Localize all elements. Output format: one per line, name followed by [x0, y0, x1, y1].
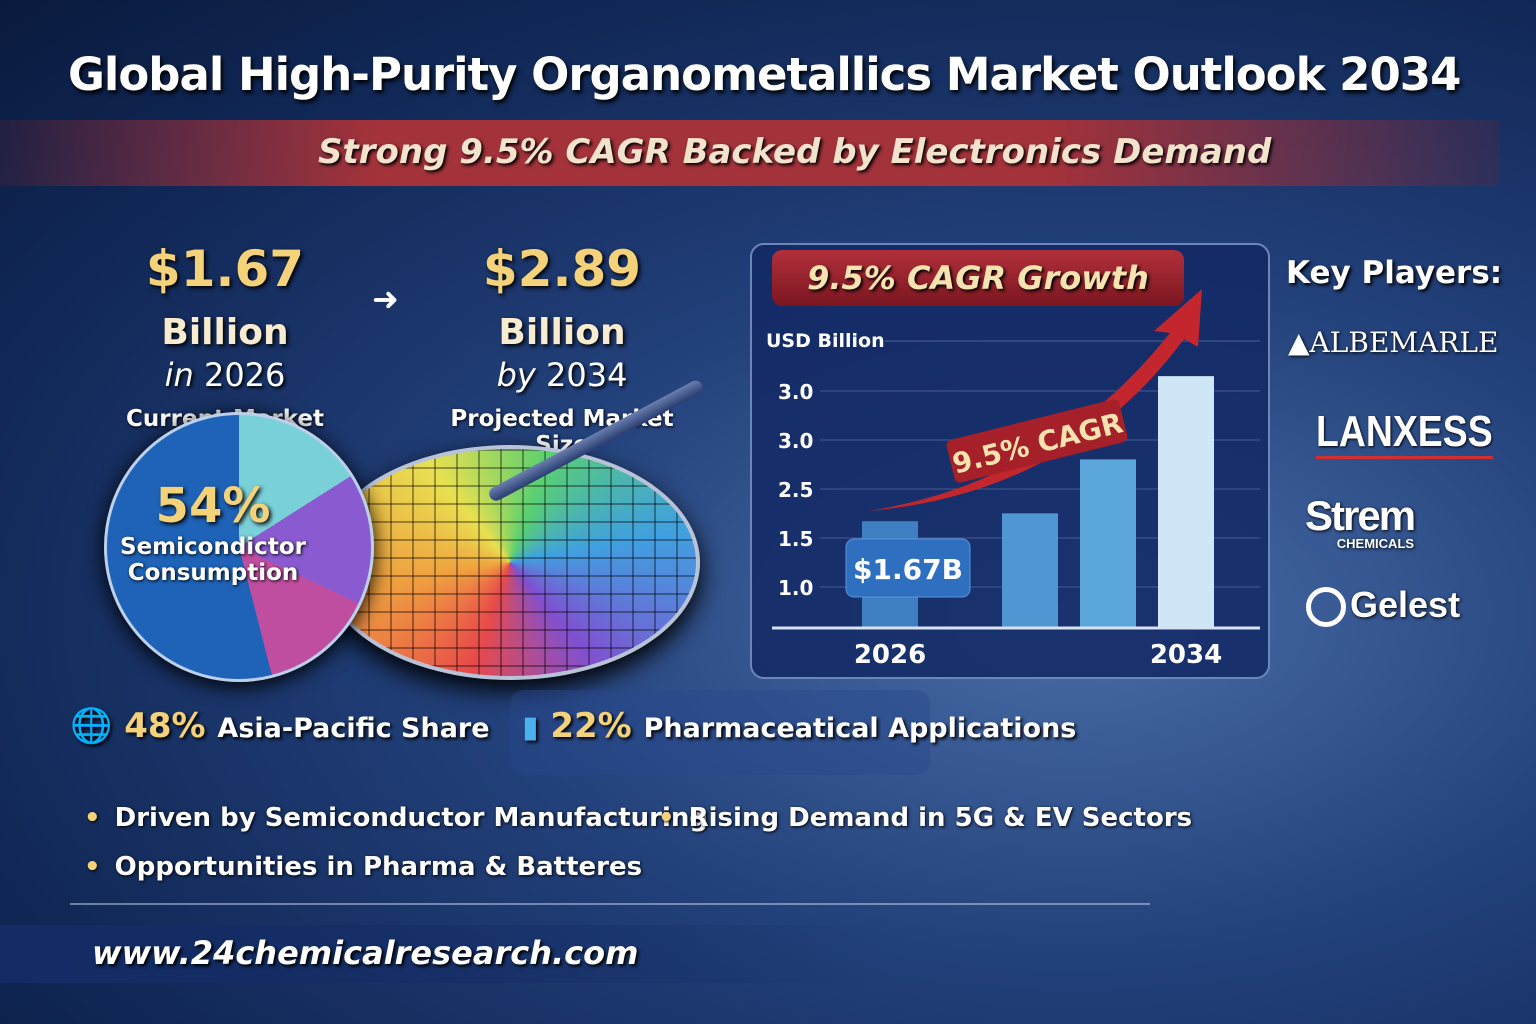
bar [1158, 376, 1214, 628]
globe-icon: 🌐 [70, 706, 113, 746]
divider [70, 903, 1150, 905]
albemarle-icon: ▲ [1288, 326, 1310, 359]
strem-sub: CHEMICALS [1336, 536, 1415, 551]
key-players-heading: Key Players: [1286, 255, 1503, 291]
bar [1002, 513, 1058, 628]
semiconductor-stat: 54% Semicondictor Consumption [118, 478, 308, 586]
logo-albemarle: ▲ALBEMARLE [1288, 326, 1498, 359]
strem-text: Strem [1305, 492, 1416, 539]
subtitle: Strong 9.5% CAGR Backed by Electronics D… [318, 132, 1272, 172]
projected-year: 2034 [545, 356, 628, 394]
page-title: Global High-Purity Organometallics Marke… [68, 48, 1461, 101]
growth-arrow [868, 289, 1202, 511]
semiconductor-label-1: Semicondictor [120, 534, 306, 560]
projected-value: $2.89 [482, 240, 642, 298]
gelest-text: Gelest [1350, 584, 1461, 625]
bullet-item: Rising Demand in 5G & EV Sectors [658, 803, 1193, 833]
subtitle-banner [0, 120, 1500, 186]
year-prefix: in [164, 356, 194, 394]
pharma-panel [510, 690, 930, 775]
semiconductor-label-2: Consumption [127, 560, 299, 586]
y-tick-label: 1.5 [778, 527, 813, 551]
current-year: 2026 [203, 356, 286, 394]
current-value: $1.67 [145, 240, 305, 298]
arrow-icon: ➜ [372, 280, 399, 318]
x-tick-label: 2026 [854, 640, 926, 670]
footer-bar [0, 925, 900, 983]
y-tick-label: 3.0 [778, 429, 813, 453]
logo-lanxess: LANXESS [1316, 408, 1493, 459]
gelest-icon [1306, 587, 1346, 628]
bullet-item: Driven by Semiconductor Manufacturing [84, 803, 708, 833]
bar [1080, 459, 1136, 628]
year-prefix: by [496, 356, 536, 394]
y-tick-label: 1.0 [778, 576, 813, 600]
cagr-tag [946, 399, 1128, 483]
stat-value: 22% [550, 706, 632, 746]
logo-strem: Strem CHEMICALS [1305, 492, 1416, 551]
albemarle-text: ALBEMARLE [1309, 326, 1499, 359]
stat-label: Pharmaceatical Applications [643, 713, 1077, 744]
projected-unit: Billion [498, 312, 626, 353]
projected-value-block: $2.89 Billion by 2034 Projected Market S… [428, 240, 696, 458]
stat-label: Asia-Pacific Share [217, 713, 490, 744]
stat-pharma: ▮ 22% Pharmaceatical Applications [522, 706, 1076, 746]
bar-chart: USD Billion 3.0 3.0 2.5 1.5 1.0 2026 2034 $1.67B… [766, 289, 1260, 670]
x-tick-label: 2034 [1150, 640, 1222, 670]
stat-value: 48% [124, 706, 206, 746]
current-unit: Billion [161, 312, 289, 353]
logo-gelest: Gelest [1306, 584, 1461, 628]
bullet-item: Opportunities in Pharma & Batteres [84, 852, 642, 882]
semiconductor-value: 54% [155, 478, 271, 534]
website-link[interactable]: www.24chemicalresearch.com [92, 934, 639, 972]
y-tick-label: 3.0 [778, 380, 813, 404]
y-axis-label: USD Billion [766, 330, 885, 352]
y-tick-label: 2.5 [778, 478, 813, 502]
cagr-banner: 9.5% CAGR Growth [772, 250, 1184, 306]
data-label: $1.67B [853, 553, 963, 586]
stat-asia-pacific: 🌐 48% Asia-Pacific Share [70, 706, 490, 746]
data-label-box [845, 538, 971, 598]
semiconductor-pie [104, 412, 374, 682]
pill-bottle-icon: ▮ [522, 710, 539, 745]
